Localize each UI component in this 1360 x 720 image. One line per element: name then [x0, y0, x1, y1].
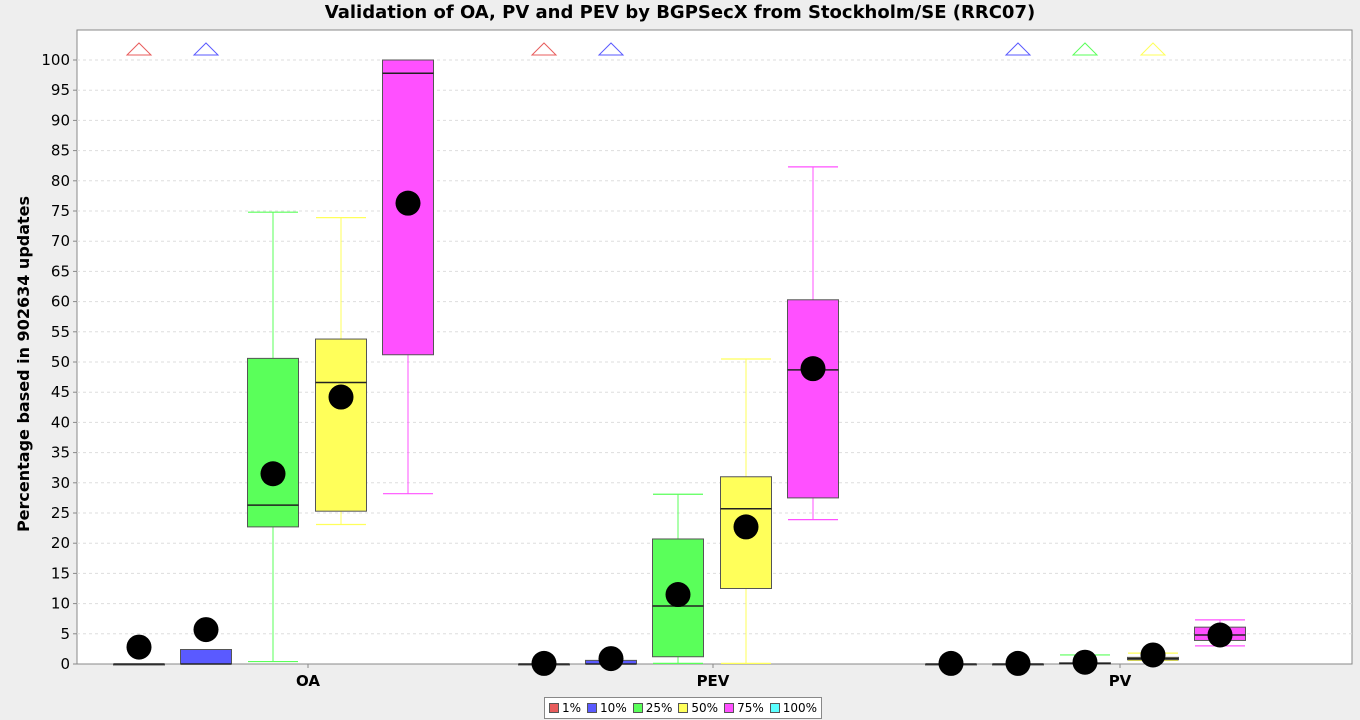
box-50pct-pv	[1127, 42, 1179, 668]
legend-label: 100%	[782, 701, 818, 715]
y-tick-label: 25	[51, 504, 70, 522]
y-tick-label: 40	[51, 413, 70, 431]
box-50pct-oa	[315, 217, 367, 526]
y-tick-label: 5	[60, 625, 70, 643]
legend-swatch	[769, 703, 780, 713]
y-tick-label: 35	[51, 444, 70, 462]
category-label-pv: PV	[1109, 672, 1132, 690]
legend-swatch	[724, 703, 735, 713]
category-label-oa: OA	[296, 672, 320, 690]
legend-item: 1%	[549, 701, 581, 715]
legend-item: 10%	[587, 701, 627, 715]
box-body	[787, 299, 839, 499]
y-tick-label: 10	[51, 595, 70, 613]
grid-lines	[77, 59, 1352, 635]
mean-marker	[733, 514, 759, 540]
legend-swatch	[678, 703, 689, 713]
plot-area	[76, 29, 1353, 665]
mean-marker	[665, 582, 691, 608]
mean-marker	[800, 356, 826, 382]
y-tick-label: 45	[51, 383, 70, 401]
legend-item: 75%	[724, 701, 764, 715]
mean-marker	[395, 190, 421, 216]
mean-marker	[193, 617, 219, 643]
y-tick-label: 65	[51, 262, 70, 280]
box-series	[113, 42, 1246, 676]
legend-label: 25%	[645, 701, 673, 715]
mean-marker	[938, 650, 964, 676]
legend-label: 10%	[600, 701, 627, 715]
y-tick-label: 0	[60, 655, 70, 673]
y-tick-label: 80	[51, 172, 70, 190]
box-25pct-pev	[652, 493, 704, 664]
box-body	[720, 476, 772, 590]
x-axis-categories: OA PEV PV	[296, 664, 1132, 690]
box-75pct-oa	[382, 59, 434, 495]
box-1pct-pv	[925, 650, 977, 676]
legend-item: 50%	[678, 701, 718, 715]
box-body	[315, 338, 367, 512]
outlier-triangle	[192, 42, 220, 56]
mean-marker	[328, 384, 354, 410]
mean-marker	[598, 646, 624, 672]
chart-title: Validation of OA, PV and PEV by BGPSecX …	[324, 2, 1036, 23]
y-tick-label: 30	[51, 474, 70, 492]
y-tick-label: 50	[51, 353, 70, 371]
y-tick-label: 15	[51, 564, 70, 582]
outlier-triangle	[125, 42, 153, 56]
box-10pct-pv	[992, 42, 1044, 676]
box-1pct-oa	[113, 42, 165, 666]
y-axis-ticks: 0 5 10 15 20 25 30 35 40 45 50 55 60 65 70 75 80 85 90 95 10…	[41, 51, 77, 673]
box-50pct-pev	[720, 358, 772, 664]
box-25pct-pv	[1059, 42, 1111, 675]
outlier-triangle	[1139, 42, 1167, 56]
mean-marker	[260, 461, 286, 487]
outlier-triangle	[1004, 42, 1032, 56]
box-25pct-oa	[247, 211, 299, 663]
category-label-pev: PEV	[697, 672, 730, 690]
box-10pct-oa	[180, 42, 232, 665]
y-tick-label: 75	[51, 202, 70, 220]
box-10pct-pev	[585, 42, 637, 672]
outlier-triangle	[1071, 42, 1099, 56]
box-body	[247, 357, 299, 528]
box-1pct-pev	[518, 42, 570, 676]
y-tick-label: 85	[51, 142, 70, 160]
legend-label: 75%	[737, 701, 764, 715]
y-tick-label: 55	[51, 323, 70, 341]
legend-item: 100%	[769, 701, 818, 715]
outlier-triangle	[530, 42, 558, 56]
legend-swatch	[587, 703, 598, 713]
legend-item: 25%	[632, 701, 673, 715]
y-axis-label: Percentage based in 902634 updates	[14, 196, 33, 532]
mean-marker	[1207, 622, 1233, 648]
mean-marker	[531, 650, 557, 676]
y-tick-label: 90	[51, 111, 70, 129]
mean-marker	[1140, 642, 1166, 668]
y-tick-label: 95	[51, 81, 70, 99]
y-tick-label: 70	[51, 232, 70, 250]
mean-marker	[1005, 650, 1031, 676]
box-75pct-pv	[1194, 619, 1246, 648]
y-tick-label: 20	[51, 534, 70, 552]
y-tick-label: 60	[51, 293, 70, 311]
legend-swatch	[632, 703, 643, 713]
legend: 1% 10% 25% 50% 75% 100%	[544, 697, 823, 719]
legend-swatch	[549, 703, 559, 713]
box-body	[180, 649, 232, 665]
legend-label: 1%	[562, 701, 582, 715]
mean-marker	[126, 634, 152, 660]
box-75pct-pev	[787, 166, 839, 521]
outlier-triangle	[597, 42, 625, 56]
y-tick-label: 100	[41, 51, 70, 69]
mean-marker	[1072, 649, 1098, 675]
legend-label: 50%	[691, 701, 719, 715]
